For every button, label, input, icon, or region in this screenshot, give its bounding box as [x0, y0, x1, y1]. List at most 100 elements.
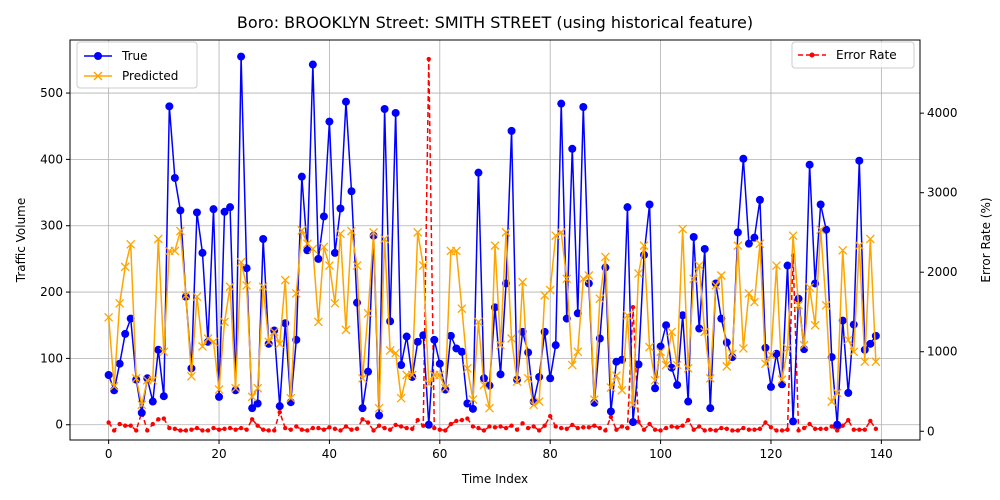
data-point — [678, 311, 687, 320]
data-point — [492, 425, 498, 430]
data-point — [586, 425, 592, 430]
data-point — [363, 308, 373, 318]
y-tick-label-left: 300 — [40, 219, 63, 233]
data-point — [321, 427, 327, 432]
data-point — [634, 360, 643, 369]
chart-title: Boro: BROOKLYN Street: SMITH STREET (usi… — [237, 13, 753, 32]
data-point — [413, 337, 422, 346]
data-point — [606, 407, 615, 416]
data-point — [661, 360, 671, 370]
data-point — [611, 371, 621, 381]
data-point — [509, 423, 514, 428]
data-point — [529, 400, 539, 410]
data-point — [215, 392, 224, 401]
data-point — [685, 417, 691, 423]
data-point — [205, 428, 211, 433]
y-tick-label-left: 0 — [55, 418, 63, 432]
data-point — [525, 425, 531, 431]
data-point — [663, 425, 669, 431]
data-point — [518, 277, 528, 287]
data-point — [868, 418, 873, 424]
data-point — [421, 423, 426, 428]
data-point — [774, 428, 779, 433]
data-point — [269, 327, 279, 337]
data-point — [752, 427, 757, 432]
x-tick-label: 20 — [211, 447, 226, 461]
data-point — [391, 348, 401, 358]
data-point — [832, 388, 842, 398]
data-point — [680, 423, 685, 428]
data-point — [744, 239, 753, 248]
data-point — [319, 242, 329, 252]
legend-true-label: True — [121, 49, 148, 63]
data-point — [862, 427, 868, 432]
data-point — [347, 226, 356, 236]
data-point — [835, 428, 840, 433]
y-tick-label-right: 2000 — [927, 265, 958, 279]
data-point — [424, 379, 434, 389]
data-point — [630, 304, 636, 310]
data-point — [264, 337, 274, 347]
data-point — [816, 200, 825, 209]
data-point — [305, 428, 310, 433]
data-point — [829, 424, 834, 429]
data-point — [249, 417, 255, 422]
data-point — [432, 425, 437, 431]
data-point — [623, 310, 632, 320]
data-point — [198, 248, 207, 257]
data-point — [396, 393, 406, 403]
data-point — [404, 425, 409, 431]
data-point — [647, 421, 652, 427]
data-point — [266, 428, 271, 433]
data-point — [181, 290, 191, 300]
data-point — [437, 427, 443, 432]
data-point — [589, 395, 599, 404]
data-point — [134, 428, 139, 433]
x-tick-label: 40 — [322, 447, 337, 461]
data-point — [291, 288, 301, 298]
data-point — [641, 427, 647, 432]
x-axis: 0 20 40 60 80 100 120 140 — [105, 440, 893, 461]
data-point — [310, 425, 316, 431]
data-point — [479, 380, 489, 390]
data-point — [619, 424, 625, 429]
data-point — [121, 329, 130, 338]
data-point — [387, 427, 393, 432]
data-point — [443, 428, 448, 433]
data-point — [700, 327, 710, 337]
y-axis-label-right: Error Rate (%) — [979, 197, 993, 282]
data-point — [531, 424, 536, 429]
data-point — [846, 417, 851, 423]
data-point — [702, 428, 707, 433]
data-point — [369, 227, 379, 237]
data-point — [645, 200, 654, 209]
legend-error-marker — [809, 52, 815, 58]
data-point — [335, 229, 345, 239]
data-point — [336, 204, 345, 213]
data-point — [106, 420, 111, 425]
data-point — [192, 208, 201, 217]
data-point — [578, 274, 588, 284]
data-point — [237, 52, 246, 61]
y-tick-label-left: 100 — [40, 351, 63, 365]
data-point — [104, 370, 113, 379]
data-point — [788, 231, 798, 241]
data-point — [816, 225, 826, 235]
data-point — [625, 425, 630, 431]
data-point — [778, 380, 787, 389]
data-point — [153, 234, 163, 244]
data-point — [674, 425, 680, 430]
data-point — [374, 403, 384, 413]
data-point — [410, 426, 415, 432]
data-point — [264, 339, 273, 348]
data-point — [551, 341, 560, 350]
data-point — [341, 325, 351, 335]
data-point — [873, 426, 879, 432]
data-point — [457, 304, 467, 314]
data-point — [755, 195, 764, 204]
series-line — [107, 56, 877, 425]
data-point — [760, 359, 770, 369]
data-point — [722, 338, 731, 347]
data-point — [691, 427, 696, 432]
data-point — [380, 104, 389, 113]
